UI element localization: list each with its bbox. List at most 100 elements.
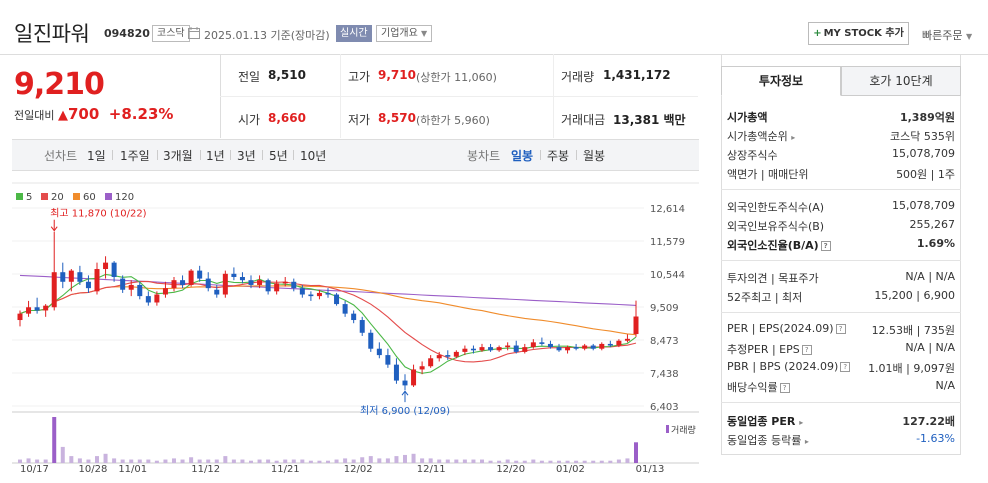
volume-bar[interactable] — [377, 458, 382, 463]
industry-rate-row[interactable]: 동일업종 등락률 ▸ -1.63% — [727, 432, 955, 450]
company-overview-button[interactable]: 기업개요 ▼ — [376, 25, 433, 42]
candle-body[interactable] — [94, 269, 100, 292]
volume-bar[interactable] — [394, 456, 399, 463]
volume-bar[interactable] — [616, 459, 621, 463]
candle-body[interactable] — [556, 347, 562, 351]
volume-bar[interactable] — [343, 458, 348, 463]
candle-body[interactable] — [479, 347, 485, 351]
period-10y[interactable]: 10년 — [300, 149, 327, 163]
help-icon[interactable]: ? — [801, 345, 812, 355]
volume-bar[interactable] — [274, 460, 279, 463]
candle-body[interactable] — [103, 262, 109, 270]
volume-bar[interactable] — [77, 458, 82, 463]
volume-bar[interactable] — [574, 460, 579, 463]
candle-body[interactable] — [368, 332, 374, 349]
candle-body[interactable] — [419, 366, 425, 370]
candle-body[interactable] — [599, 343, 605, 349]
candle-body[interactable] — [308, 294, 314, 297]
volume-bar[interactable] — [69, 456, 74, 463]
volume-bar[interactable] — [52, 417, 57, 463]
candle-body[interactable] — [462, 348, 468, 352]
volume-bar[interactable] — [471, 459, 476, 463]
candle-body[interactable] — [171, 280, 177, 289]
volume-bar[interactable] — [35, 459, 40, 463]
help-icon[interactable]: ? — [840, 362, 851, 372]
candle-body[interactable] — [68, 270, 74, 282]
volume-bar[interactable] — [103, 453, 108, 463]
volume-bar[interactable] — [300, 459, 305, 463]
volume-bar[interactable] — [172, 458, 176, 463]
volume-bar[interactable] — [189, 457, 194, 463]
volume-bar[interactable] — [428, 458, 433, 463]
volume-bar[interactable] — [497, 460, 502, 463]
candle-body[interactable] — [351, 313, 357, 321]
candle-body[interactable] — [291, 281, 297, 289]
volume-bar[interactable] — [522, 460, 527, 463]
volume-bar[interactable] — [180, 459, 185, 463]
volume-bar[interactable] — [326, 460, 330, 463]
volume-bar[interactable] — [146, 459, 151, 463]
candle-body[interactable] — [197, 270, 203, 279]
volume-bar[interactable] — [531, 459, 536, 463]
volume-bar[interactable] — [163, 459, 168, 463]
volume-bar[interactable] — [385, 458, 390, 463]
candle-body[interactable] — [496, 347, 502, 351]
volume-bar[interactable] — [129, 459, 134, 463]
candle-body[interactable] — [239, 276, 245, 281]
candle-body[interactable] — [85, 281, 91, 289]
volume-bar[interactable] — [488, 460, 493, 463]
volume-bar[interactable] — [334, 459, 339, 463]
stock-candle-chart[interactable]: 12,614 11,579 10,544 9,509 8,473 7,438 6,403 5 2… — [12, 175, 699, 475]
candle-weekly[interactable]: 주봉 — [547, 149, 570, 163]
candle-body[interactable] — [299, 288, 305, 295]
candle-body[interactable] — [436, 355, 442, 359]
volume-bar[interactable] — [308, 460, 313, 463]
candle-body[interactable] — [316, 292, 322, 297]
candle-body[interactable] — [453, 351, 459, 357]
tab-invest-info[interactable]: 투자정보 — [721, 66, 841, 96]
period-3m[interactable]: 3개월 — [163, 149, 193, 163]
quick-order-button[interactable]: 빠른주문 ▼ — [922, 27, 972, 43]
volume-bar[interactable] — [437, 459, 442, 463]
volume-bar[interactable] — [214, 459, 219, 463]
volume-bar[interactable] — [599, 460, 604, 463]
candle-body[interactable] — [470, 348, 476, 351]
candle-body[interactable] — [257, 280, 263, 285]
candle-body[interactable] — [505, 345, 511, 348]
candle-body[interactable] — [111, 262, 117, 277]
candle-body[interactable] — [522, 347, 528, 352]
volume-bar[interactable] — [240, 459, 245, 463]
volume-bar[interactable] — [454, 459, 459, 463]
help-icon[interactable]: ? — [779, 383, 790, 393]
help-icon[interactable]: ? — [820, 241, 831, 251]
mystock-add-button[interactable]: + MY STOCK 추가 — [808, 22, 909, 45]
candle-monthly[interactable]: 월봉 — [583, 149, 606, 163]
candle-body[interactable] — [359, 320, 365, 333]
candle-body[interactable] — [428, 358, 434, 367]
period-3y[interactable]: 3년 — [237, 149, 256, 163]
candle-body[interactable] — [248, 280, 254, 285]
volume-bar[interactable] — [462, 459, 467, 463]
volume-bar[interactable] — [95, 456, 99, 463]
candle-body[interactable] — [334, 294, 340, 305]
volume-bar[interactable] — [249, 460, 253, 463]
candle-body[interactable] — [488, 347, 494, 351]
candle-body[interactable] — [565, 347, 571, 351]
volume-bar[interactable] — [231, 459, 236, 463]
volume-bar[interactable] — [18, 459, 22, 463]
candle-body[interactable] — [214, 289, 220, 295]
candle-body[interactable] — [265, 280, 271, 292]
volume-bar[interactable] — [206, 459, 211, 463]
candle-body[interactable] — [34, 307, 40, 311]
candle-body[interactable] — [137, 284, 143, 297]
volume-bar[interactable] — [257, 459, 262, 463]
candle-body[interactable] — [547, 343, 553, 348]
volume-bar[interactable] — [625, 458, 630, 463]
candle-body[interactable] — [411, 369, 417, 386]
candle-body[interactable] — [231, 273, 237, 277]
candle-body[interactable] — [393, 364, 399, 381]
candle-body[interactable] — [120, 278, 126, 290]
period-1d[interactable]: 1일 — [87, 149, 106, 163]
candle-body[interactable] — [616, 340, 622, 346]
candle-body[interactable] — [445, 355, 451, 357]
